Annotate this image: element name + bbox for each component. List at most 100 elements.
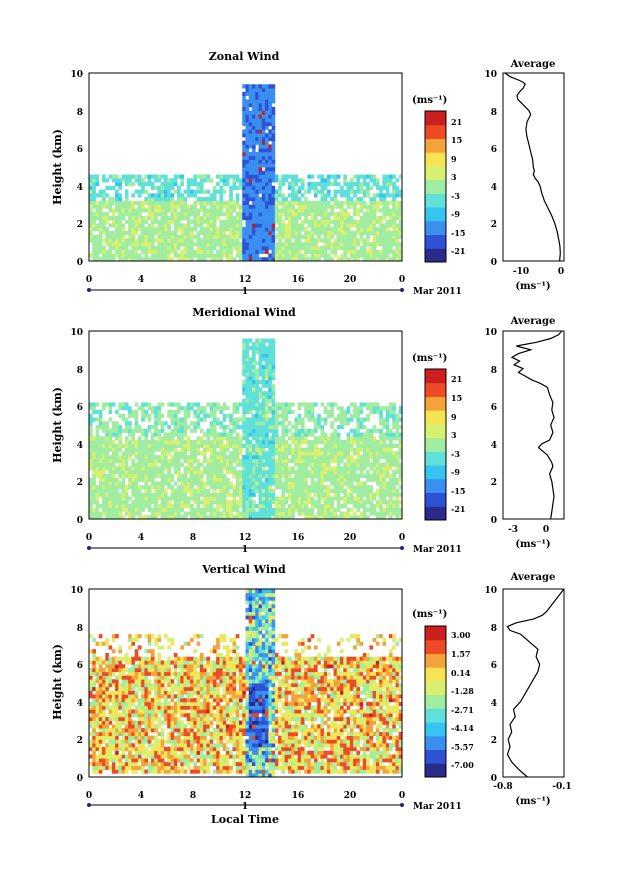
heatmap-cell: [92, 447, 96, 452]
heatmap-cell: [167, 409, 171, 415]
heatmap-cell: [281, 507, 286, 512]
heatmap-cell: [144, 462, 149, 467]
heatmap-cell: [346, 481, 351, 486]
heatmap-cell: [108, 428, 113, 433]
heatmap-cell: [180, 193, 184, 198]
heatmap-cell: [167, 204, 171, 209]
heatmap-cell: [278, 466, 282, 471]
heatmap-cell: [261, 227, 266, 232]
heatmap-cell: [115, 253, 119, 258]
heatmap-cell: [379, 421, 383, 426]
heatmap-cell: [128, 215, 132, 221]
heatmap-cell: [212, 189, 217, 194]
heatmap-cell: [95, 425, 100, 430]
x-tick-label: 0: [86, 275, 92, 285]
heatmap-cell: [131, 204, 136, 209]
heatmap-cell: [323, 436, 328, 441]
heatmap-cell: [388, 485, 393, 490]
heatmap-cell: [89, 675, 93, 680]
heatmap-cell: [177, 406, 181, 411]
heatmap-cell: [89, 230, 93, 236]
heatmap-cell: [362, 425, 367, 430]
heatmap-cell: [340, 515, 344, 520]
heatmap-cell: [105, 667, 109, 673]
heatmap-cell: [183, 215, 188, 221]
heatmap-cell: [209, 178, 214, 183]
heatmap-cell: [212, 477, 217, 482]
heatmap-cell: [395, 503, 400, 509]
heatmap-cell: [349, 455, 354, 460]
heatmap-cell: [265, 383, 269, 388]
heatmap-cell: [271, 212, 276, 217]
heatmap-cell: [268, 212, 272, 217]
heatmap-cell: [294, 473, 299, 479]
heatmap-cell: [317, 466, 321, 471]
heatmap-cell: [359, 409, 364, 415]
heatmap-cell: [167, 477, 171, 482]
heatmap-cell: [317, 458, 321, 463]
heatmap-cell: [115, 447, 119, 452]
heatmap-cell: [92, 481, 96, 486]
heatmap-cell: [327, 488, 331, 494]
colorbar-segment: [425, 124, 446, 139]
heatmap-cell: [359, 470, 364, 475]
heatmap-cell: [206, 428, 211, 433]
heatmap-cell: [281, 488, 286, 494]
heatmap-cell: [304, 477, 308, 482]
heatmap-cell: [248, 140, 253, 145]
heatmap-cell: [287, 515, 292, 520]
heatmap-cell: [255, 451, 259, 456]
heatmap-cell: [92, 724, 96, 729]
heatmap-cell: [222, 451, 227, 456]
heatmap-cell: [313, 425, 318, 430]
heatmap-cell: [242, 242, 246, 247]
heatmap-cell: [372, 230, 377, 236]
heatmap-cell: [105, 690, 109, 695]
heatmap-cell: [235, 185, 240, 190]
heatmap-cell: [248, 114, 253, 119]
heatmap-cell: [320, 511, 325, 516]
heatmap-cell: [274, 507, 279, 512]
heatmap-cell: [349, 223, 354, 228]
heatmap-cell: [196, 462, 201, 467]
heatmap-cell: [115, 227, 119, 232]
heatmap-cell: [167, 200, 171, 205]
heatmap-cell: [323, 455, 328, 460]
heatmap-cell: [115, 178, 119, 183]
heatmap-cell: [196, 238, 201, 243]
heatmap-cell: [177, 402, 181, 407]
heatmap-cell: [323, 200, 328, 205]
heatmap-cell: [385, 417, 390, 422]
heatmap-cell: [134, 208, 139, 213]
heatmap-cell: [121, 238, 126, 243]
heatmap-cell: [238, 204, 243, 209]
heatmap-cell: [92, 212, 96, 217]
heatmap-cell: [261, 238, 266, 243]
heatmap-cell: [190, 238, 194, 243]
heatmap-cell: [317, 249, 321, 254]
heatmap-cell: [300, 466, 305, 471]
heatmap-cell: [150, 204, 155, 209]
heatmap-cell: [327, 440, 331, 445]
heatmap-cell: [379, 223, 383, 228]
heatmap-cell: [216, 477, 220, 482]
heatmap-cell: [199, 440, 204, 445]
heatmap-cell: [193, 249, 197, 254]
heatmap-cell: [356, 413, 361, 418]
colorbar-segment: [425, 423, 446, 439]
heatmap-cell: [320, 455, 325, 460]
heatmap-cell: [131, 507, 136, 512]
heatmap-cell: [105, 242, 109, 247]
heatmap-cell: [95, 451, 100, 456]
heatmap-cell: [235, 406, 240, 411]
heatmap-cell: [252, 455, 256, 460]
heatmap-cell: [95, 204, 100, 209]
heatmap-cell: [372, 470, 377, 475]
heatmap-cell: [108, 709, 113, 714]
heatmap-cell: [92, 694, 96, 699]
heatmap-cell: [310, 485, 315, 490]
heatmap-cell: [222, 503, 227, 509]
heatmap-cell: [212, 473, 217, 479]
heatmap-cell: [323, 182, 328, 187]
colorbar: [424, 368, 447, 521]
